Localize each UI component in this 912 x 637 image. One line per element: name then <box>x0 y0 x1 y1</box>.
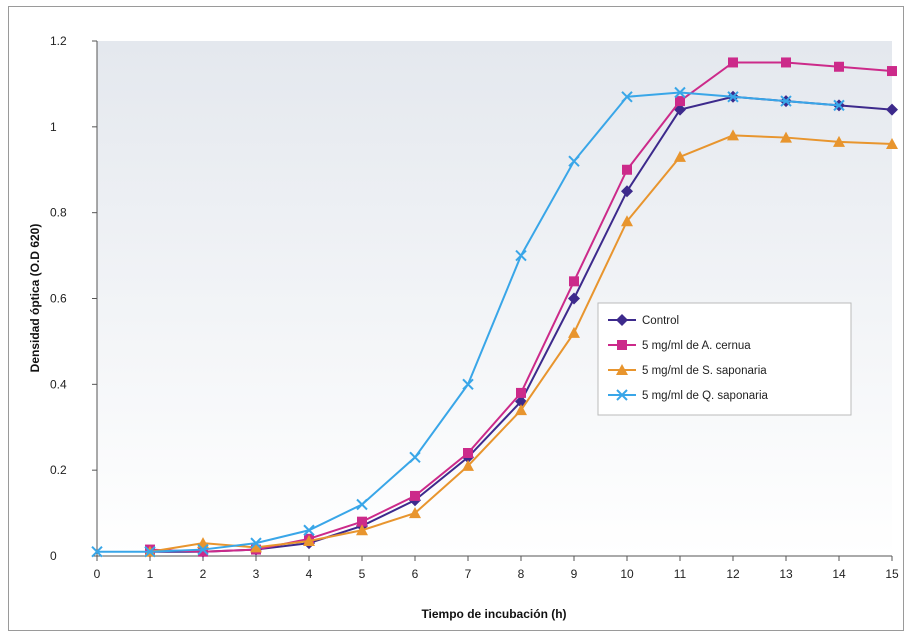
data-point <box>674 103 686 116</box>
data-point <box>675 96 685 107</box>
data-point <box>303 524 315 536</box>
legend-label: 5 mg/ml de A. cernua <box>642 340 751 352</box>
legend-item: 5 mg/ml de S. saponaria <box>608 364 767 377</box>
x-tick-label: 8 <box>518 567 525 581</box>
data-point <box>516 387 526 398</box>
data-point <box>91 546 103 558</box>
x-tick-label: 3 <box>253 567 260 581</box>
y-axis-title: Densidad óptica (O.D 620) <box>28 224 42 373</box>
legend-item: 5 mg/ml de A. cernua <box>608 340 751 352</box>
legend-marker <box>616 364 628 375</box>
data-point <box>621 215 633 227</box>
data-point <box>144 546 156 558</box>
y-tick-label: 0.2 <box>50 463 67 477</box>
data-point <box>357 516 367 527</box>
plot-area <box>97 41 892 556</box>
data-point <box>621 185 633 198</box>
data-point <box>250 541 262 553</box>
data-point <box>409 507 421 519</box>
data-point <box>250 537 262 549</box>
y-tick-label: 0.6 <box>50 292 67 306</box>
data-point <box>462 459 474 471</box>
x-tick-label: 9 <box>571 567 578 581</box>
data-point <box>780 95 792 107</box>
data-point <box>727 129 739 141</box>
data-point <box>409 451 421 463</box>
x-tick-label: 10 <box>620 567 634 581</box>
x-tick-label: 12 <box>726 567 740 581</box>
data-point <box>886 103 898 116</box>
x-tick-label: 1 <box>147 567 154 581</box>
x-tick-label: 14 <box>832 567 846 581</box>
data-point <box>462 378 474 391</box>
data-point <box>674 86 686 99</box>
x-tick-label: 7 <box>465 567 472 581</box>
legend-item: 5 mg/ml de Q. saponaria <box>608 389 769 402</box>
line-chart: 00.20.40.60.811.20 1 2 3 4 5 6 7 8 9 10 11 12 13 14 15 … <box>28 34 899 621</box>
y-tick-label: 1 <box>50 120 57 134</box>
y-tick-label: 0 <box>50 549 57 563</box>
data-point <box>356 498 368 511</box>
data-point <box>356 524 368 536</box>
data-point <box>515 404 527 416</box>
data-point <box>515 249 527 262</box>
x-tick-label: 6 <box>412 567 419 581</box>
data-point <box>621 91 633 103</box>
chart-frame: 0 0.2 0.4 0.6 0.8 1 1.2 0 1 2 3 4 5 6 7 8 9 10 11 12 13 14 15 … <box>8 6 904 631</box>
data-point <box>728 57 738 68</box>
data-point <box>568 326 580 338</box>
data-point <box>674 150 686 162</box>
legend-box <box>597 302 852 416</box>
y-tick-label: 0.8 <box>50 206 67 220</box>
legend-label: 5 mg/ml de Q. saponaria <box>642 390 769 402</box>
data-point <box>197 543 209 556</box>
data-point <box>887 66 897 77</box>
x-tick-label: 11 <box>674 567 687 581</box>
data-point <box>834 61 844 72</box>
data-point <box>886 138 898 149</box>
x-tick-label: 15 <box>885 567 899 581</box>
data-point <box>727 91 739 103</box>
series-4 <box>91 86 845 558</box>
y-tick-label: 0.4 <box>50 377 67 391</box>
data-point <box>303 534 315 546</box>
data-point <box>781 57 791 68</box>
x-tick-label: 13 <box>779 567 793 581</box>
x-tick-label: 5 <box>359 567 366 581</box>
series-3 <box>144 129 898 557</box>
data-point <box>568 292 580 305</box>
x-axis-title: Tiempo de incubación (h) <box>421 607 566 621</box>
data-point <box>622 164 632 175</box>
x-tick-label: 2 <box>200 567 207 581</box>
data-point <box>463 448 473 458</box>
data-point <box>780 131 792 143</box>
x-tick-label: 0 <box>94 567 101 581</box>
legend-label: 5 mg/ml de S. saponaria <box>642 365 767 377</box>
legend-item: Control <box>608 314 679 327</box>
data-point <box>833 135 845 147</box>
data-point <box>568 155 580 167</box>
legend-marker <box>616 389 628 401</box>
data-point <box>410 490 420 501</box>
legend-label: Control <box>642 315 679 327</box>
data-point <box>198 546 208 557</box>
x-tick-label: 4 <box>306 567 313 581</box>
legend-marker <box>616 314 628 326</box>
data-point <box>569 276 579 287</box>
data-point <box>833 99 845 112</box>
legend-marker <box>617 340 627 350</box>
y-tick-label: 1.2 <box>50 34 67 48</box>
